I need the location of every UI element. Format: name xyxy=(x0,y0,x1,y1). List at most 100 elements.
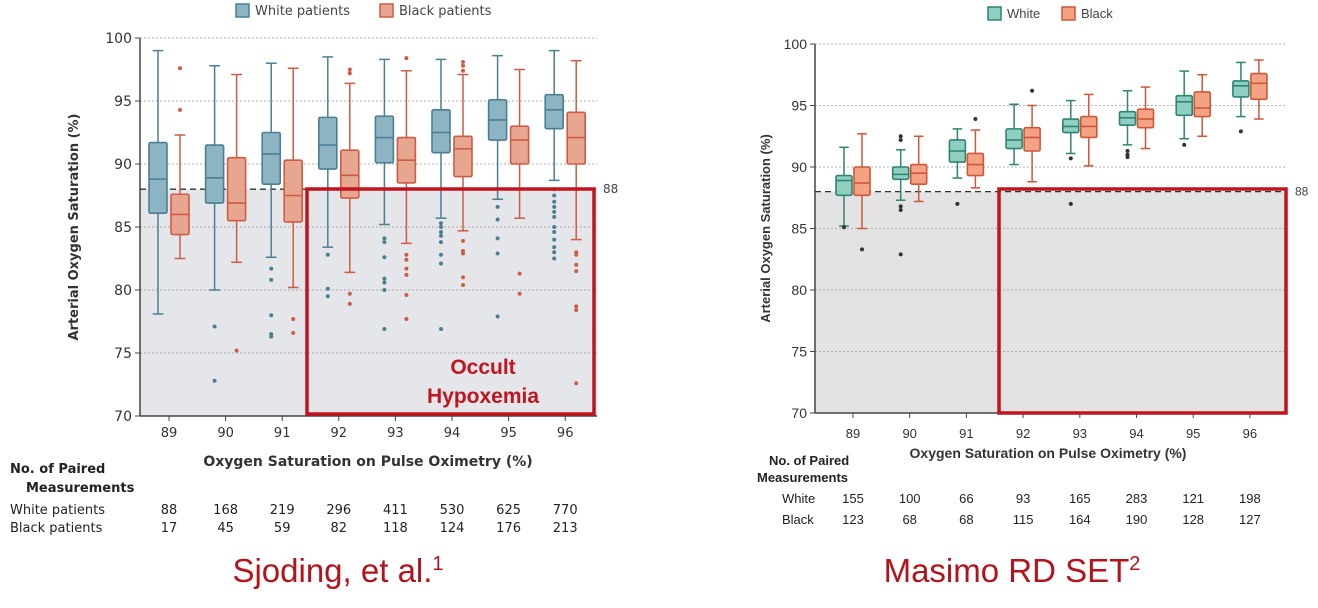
white-box-94 xyxy=(1118,89,1137,160)
x-tick-label: 93 xyxy=(1073,426,1087,441)
outlier-point xyxy=(898,137,903,142)
table-cell: 127 xyxy=(1239,512,1261,527)
chart-2: 70 75 80 85 90 95 100 88 89 90 91 92 93 94 95 96 White Bl… xyxy=(757,6,1309,527)
iqr-box xyxy=(544,93,565,130)
table-row-label: Black xyxy=(782,512,814,527)
legend-swatch xyxy=(987,6,1002,21)
x-tick-label: 93 xyxy=(387,426,404,441)
outlier-point xyxy=(382,236,387,241)
x-tick-label: 95 xyxy=(500,426,517,441)
outlier-point xyxy=(404,56,409,61)
outlier-point xyxy=(552,199,557,204)
outlier-point xyxy=(178,66,182,71)
x-tick-label: 92 xyxy=(1016,426,1030,441)
white-box-92 xyxy=(1005,103,1023,166)
iqr-box xyxy=(509,125,530,165)
outlier-point xyxy=(552,209,557,214)
y-tick-label: 100 xyxy=(105,31,132,47)
table-cell: 45 xyxy=(217,521,234,536)
table-cell: 165 xyxy=(1069,491,1091,506)
outlier-point xyxy=(347,301,352,306)
occult-hypoxemia-box xyxy=(305,187,596,416)
outlier-point xyxy=(212,324,217,329)
outlier-point xyxy=(495,204,500,209)
outlier-point xyxy=(325,294,330,299)
iqr-box xyxy=(1232,80,1250,98)
x-tick-label: 94 xyxy=(444,426,461,441)
outlier-point xyxy=(552,230,557,235)
hypoxemia-shade xyxy=(140,189,597,416)
caption-text: Sjoding, et al. xyxy=(232,552,433,589)
table-cell: 530 xyxy=(440,503,465,518)
iqr-box xyxy=(453,135,473,178)
table-cell: 124 xyxy=(440,521,465,536)
outlier-point xyxy=(439,327,443,332)
outlier-point xyxy=(404,257,409,262)
outlier-point xyxy=(552,237,557,242)
iqr-box xyxy=(1193,91,1211,118)
iqr-box xyxy=(148,141,168,214)
black-box-92 xyxy=(1023,88,1041,183)
black-box-91 xyxy=(966,117,985,189)
outlier-point xyxy=(552,214,557,219)
outlier-point xyxy=(973,117,978,122)
x-tick-label: 96 xyxy=(557,426,574,441)
outlier-point xyxy=(495,217,500,222)
y-tick-label: 90 xyxy=(791,159,807,175)
outlier-point xyxy=(382,276,387,281)
outlier-point xyxy=(898,204,903,209)
outlier-point xyxy=(382,255,387,260)
outlier-point xyxy=(898,252,903,257)
white-box-95 xyxy=(1175,70,1193,147)
y-tick-label: 70 xyxy=(791,405,807,421)
table-cell: 168 xyxy=(213,503,238,518)
table-cell: 59 xyxy=(274,521,291,536)
outlier-point xyxy=(461,63,465,68)
white-box-92 xyxy=(317,56,338,299)
black-box-89 xyxy=(170,66,190,260)
table-cell: 128 xyxy=(1182,512,1204,527)
outlier-point xyxy=(898,134,903,139)
y-tick-label: 90 xyxy=(114,157,132,173)
outlier-point xyxy=(574,269,579,274)
iqr-box xyxy=(1175,94,1193,117)
table-cell: 88 xyxy=(161,503,178,518)
outlier-point xyxy=(382,288,387,292)
caption-footnote: 2 xyxy=(1129,553,1141,575)
outlier-point xyxy=(404,252,409,257)
outlier-point xyxy=(860,247,864,252)
x-axis-label: Oxygen Saturation on Pulse Oximetry (%) xyxy=(203,454,532,470)
table-cell: 190 xyxy=(1126,512,1148,527)
iqr-box xyxy=(317,116,338,170)
outlier-point xyxy=(552,225,557,229)
outlier-point xyxy=(495,251,500,256)
annotation-text: Occult xyxy=(450,356,515,379)
outlier-point xyxy=(574,308,579,313)
black-box-94 xyxy=(1136,86,1155,150)
outlier-point xyxy=(517,291,522,296)
outlier-point xyxy=(382,240,387,245)
black-box-96 xyxy=(566,59,587,386)
x-tick-label: 90 xyxy=(902,426,916,441)
black-box-90 xyxy=(226,73,247,353)
y-tick-label: 95 xyxy=(791,98,807,114)
table-title: No. of Paired xyxy=(769,453,849,468)
outlier-point xyxy=(404,266,409,271)
outlier-point xyxy=(1125,149,1130,154)
caption-sjoding: Sjoding, et al.1 xyxy=(232,552,443,590)
outlier-point xyxy=(404,316,409,321)
outlier-point xyxy=(552,193,557,198)
hypoxemia-shade xyxy=(815,191,1285,413)
table-cell: 219 xyxy=(270,503,295,518)
outlier-point xyxy=(404,272,409,277)
black-box-89 xyxy=(853,133,871,252)
iqr-box xyxy=(226,156,247,222)
occult-hypoxemia-box xyxy=(997,187,1288,415)
table-row-label: Black patients xyxy=(10,521,103,536)
caption-masimo: Masimo RD SET2 xyxy=(884,552,1141,590)
table-cell: 118 xyxy=(383,521,408,536)
outlier-point xyxy=(495,314,500,319)
outlier-point xyxy=(461,251,465,256)
x-tick-label: 89 xyxy=(161,426,178,441)
table-cell: 213 xyxy=(553,521,578,536)
